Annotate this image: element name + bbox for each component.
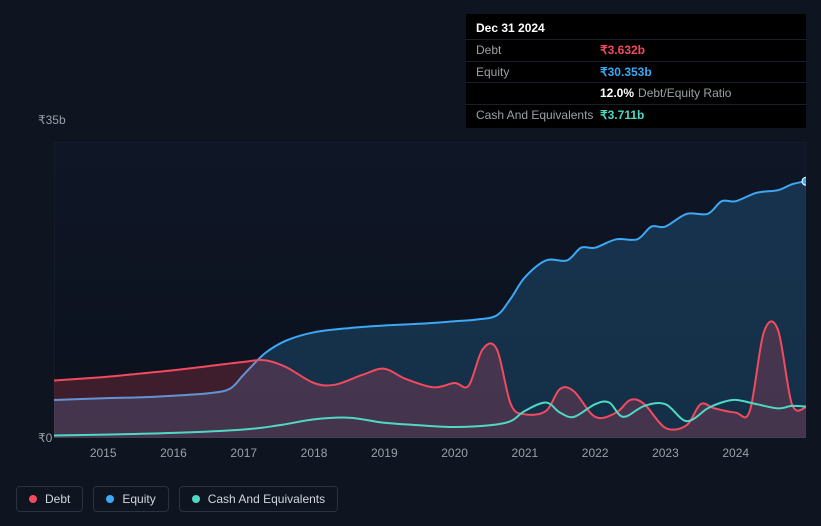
x-axis: 2015 2016 2017 2018 2019 2020 2021 2022 2023 2024 bbox=[54, 446, 806, 462]
legend-item-label: Cash And Equivalents bbox=[208, 492, 325, 506]
legend-item-label: Debt bbox=[45, 492, 70, 506]
x-axis-tick: 2019 bbox=[371, 446, 398, 460]
x-axis-tick: 2021 bbox=[512, 446, 539, 460]
tooltip-row: Equity₹30.353b bbox=[466, 61, 806, 83]
tooltip-row-label bbox=[476, 85, 600, 102]
x-axis-tick: 2016 bbox=[160, 446, 187, 460]
legend-item-cash[interactable]: Cash And Equivalents bbox=[179, 486, 338, 512]
tooltip-row-value: 12.0% bbox=[600, 85, 634, 102]
x-axis-tick: 2018 bbox=[301, 446, 328, 460]
legend-item-debt[interactable]: Debt bbox=[16, 486, 83, 512]
legend-dot-icon bbox=[192, 495, 200, 503]
x-axis-tick: 2020 bbox=[441, 446, 468, 460]
tooltip-row-value: ₹3.632b bbox=[600, 42, 645, 59]
tooltip-title: Dec 31 2024 bbox=[466, 16, 806, 39]
chart-legend: Debt Equity Cash And Equivalents bbox=[16, 486, 338, 512]
debt-equity-chart: ₹35b ₹0 20152016201720182019202020212022… bbox=[16, 122, 806, 462]
tooltip-row-label: Debt bbox=[476, 42, 600, 59]
tooltip-row-note: Debt/Equity Ratio bbox=[638, 85, 731, 102]
x-axis-tick: 2017 bbox=[230, 446, 257, 460]
tooltip-row: Debt₹3.632b bbox=[466, 39, 806, 61]
tooltip-row-value: ₹30.353b bbox=[600, 64, 652, 81]
x-axis-tick: 2024 bbox=[722, 446, 749, 460]
chart-tooltip: Dec 31 2024 Debt₹3.632bEquity₹30.353b12.… bbox=[466, 14, 806, 128]
tooltip-row-label: Equity bbox=[476, 64, 600, 81]
tooltip-row: 12.0%Debt/Equity Ratio bbox=[466, 82, 806, 104]
legend-dot-icon bbox=[29, 495, 37, 503]
legend-dot-icon bbox=[106, 495, 114, 503]
series-end-marker bbox=[802, 177, 806, 185]
y-axis-min-label: ₹0 bbox=[38, 431, 52, 445]
chart-plot[interactable] bbox=[54, 142, 806, 438]
x-axis-tick: 2022 bbox=[582, 446, 609, 460]
x-axis-tick: 2023 bbox=[652, 446, 679, 460]
legend-item-label: Equity bbox=[122, 492, 155, 506]
y-axis-max-label: ₹35b bbox=[38, 113, 66, 127]
x-axis-tick: 2015 bbox=[90, 446, 117, 460]
legend-item-equity[interactable]: Equity bbox=[93, 486, 168, 512]
